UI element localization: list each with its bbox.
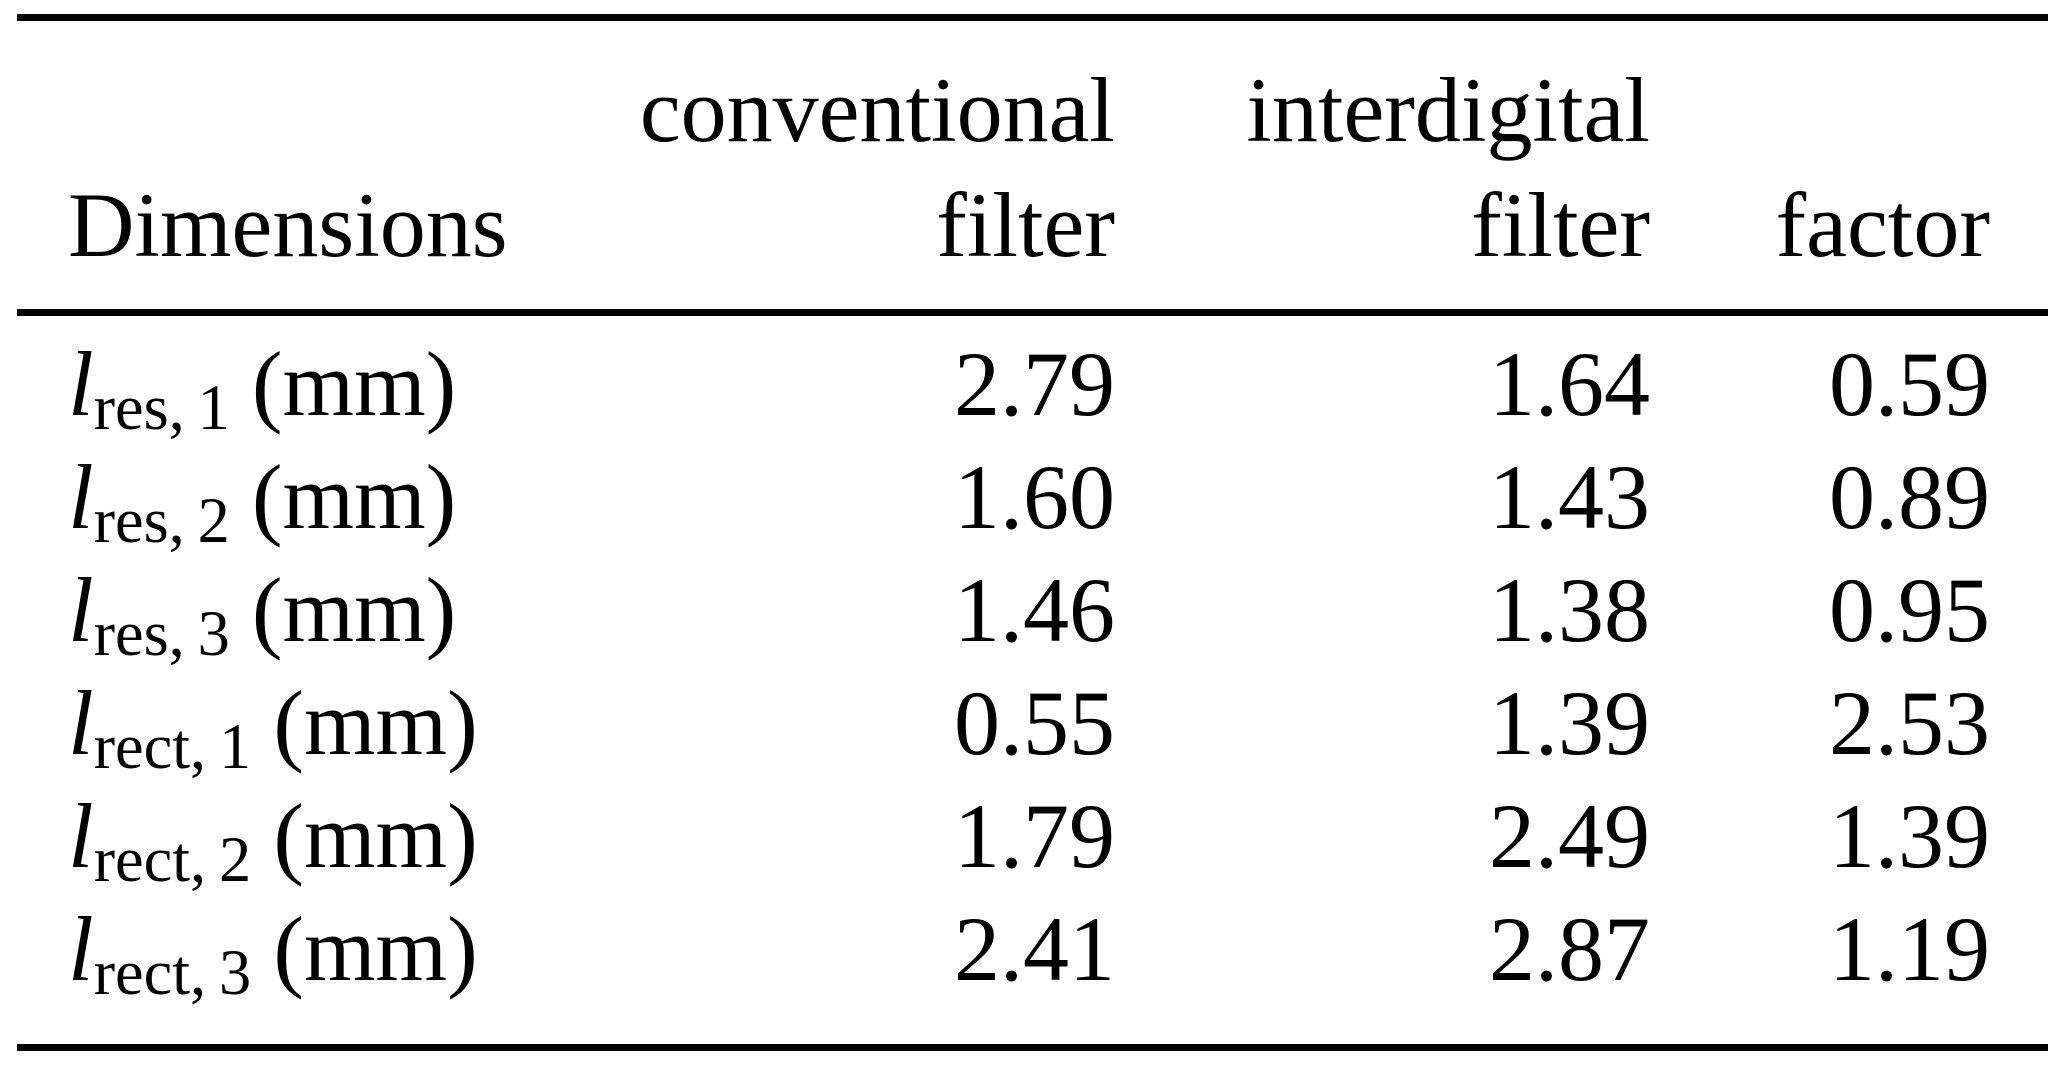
unit-label: (mm) <box>251 333 457 435</box>
symbol-italic-l: l <box>68 559 94 661</box>
dimension-label-cell: lres, 3 (mm) <box>17 554 517 667</box>
symbol-subscript: rect, 1 <box>93 711 252 783</box>
dimension-label-cell: lrect, 2 (mm) <box>17 780 517 893</box>
header-dimensions-label: Dimensions <box>68 174 508 276</box>
unit-label: (mm) <box>251 446 457 548</box>
table-row: lrect, 2 (mm) 1.79 2.49 1.39 <box>17 780 2048 893</box>
table-row: lres, 2 (mm) 1.60 1.43 0.89 <box>17 441 2048 554</box>
factor-value-cell: 0.89 <box>1829 446 1990 548</box>
conventional-value-cell: 1.79 <box>954 785 1115 887</box>
interdigital-value-cell: 2.87 <box>1489 898 1650 1000</box>
header-dimensions: Dimensions <box>17 17 517 316</box>
symbol-italic-l: l <box>68 672 94 774</box>
table-body: lres, 1 (mm) 2.79 1.64 0.59 lres, 2 (mm) 1… <box>17 313 2048 1048</box>
factor-value-cell: 1.19 <box>1829 898 1990 1000</box>
interdigital-value-cell: 2.49 <box>1489 785 1650 887</box>
dimension-label-cell: lres, 2 (mm) <box>17 441 517 554</box>
table-row: lres, 3 (mm) 1.46 1.38 0.95 <box>17 554 2048 667</box>
factor-value-cell: 2.53 <box>1829 672 1990 774</box>
header-conventional-filter: conventional filter <box>517 17 1115 316</box>
interdigital-value-cell: 1.38 <box>1489 559 1650 661</box>
unit-label: (mm) <box>251 559 457 661</box>
conventional-value-cell: 2.79 <box>954 333 1115 435</box>
table-header: Dimensions conventional filter interdigit… <box>17 17 2048 316</box>
symbol-subscript: res, 3 <box>93 598 230 670</box>
symbol-italic-l: l <box>68 333 94 435</box>
conventional-value-cell: 0.55 <box>954 672 1115 774</box>
factor-value-cell: 0.59 <box>1829 333 1990 435</box>
header-factor: factor <box>1650 17 2048 316</box>
interdigital-value-cell: 1.39 <box>1489 672 1650 774</box>
symbol-subscript: res, 1 <box>93 372 230 444</box>
conventional-value-cell: 1.46 <box>954 559 1115 661</box>
symbol-subscript: rect, 2 <box>93 824 252 896</box>
interdigital-value-cell: 1.64 <box>1489 333 1650 435</box>
dimension-label-cell: lres, 1 (mm) <box>17 313 517 442</box>
symbol-italic-l: l <box>68 898 94 1000</box>
unit-label: (mm) <box>273 785 478 887</box>
symbol-subscript: res, 2 <box>93 485 230 557</box>
table-row: lrect, 3 (mm) 2.41 2.87 1.19 <box>17 893 2048 1048</box>
symbol-italic-l: l <box>68 785 94 887</box>
header-conventional-line1: conventional <box>639 59 1115 161</box>
dimension-label-cell: lrect, 1 (mm) <box>17 667 517 780</box>
factor-value-cell: 0.95 <box>1829 559 1990 661</box>
symbol-italic-l: l <box>68 446 94 548</box>
unit-label: (mm) <box>273 672 478 774</box>
interdigital-value-cell: 1.43 <box>1489 446 1650 548</box>
unit-label: (mm) <box>273 898 478 1000</box>
header-factor-label: factor <box>1775 174 1990 276</box>
symbol-subscript: rect, 3 <box>93 937 252 1009</box>
header-interdigital-filter: interdigital filter <box>1115 17 1650 316</box>
header-conventional-line2: filter <box>936 174 1115 276</box>
conventional-value-cell: 2.41 <box>954 898 1115 1000</box>
dimension-label-cell: lrect, 3 (mm) <box>17 893 517 1048</box>
factor-value-cell: 1.39 <box>1829 785 1990 887</box>
table-row: lres, 1 (mm) 2.79 1.64 0.59 <box>17 313 2048 442</box>
dimensions-comparison-table: Dimensions conventional filter interdigit… <box>17 14 2048 1051</box>
conventional-value-cell: 1.60 <box>954 446 1115 548</box>
header-row: Dimensions conventional filter interdigit… <box>17 17 2048 316</box>
header-interdigital-line1: interdigital <box>1246 59 1650 161</box>
table-row: lrect, 1 (mm) 0.55 1.39 2.53 <box>17 667 2048 780</box>
header-interdigital-line2: filter <box>1471 174 1650 276</box>
